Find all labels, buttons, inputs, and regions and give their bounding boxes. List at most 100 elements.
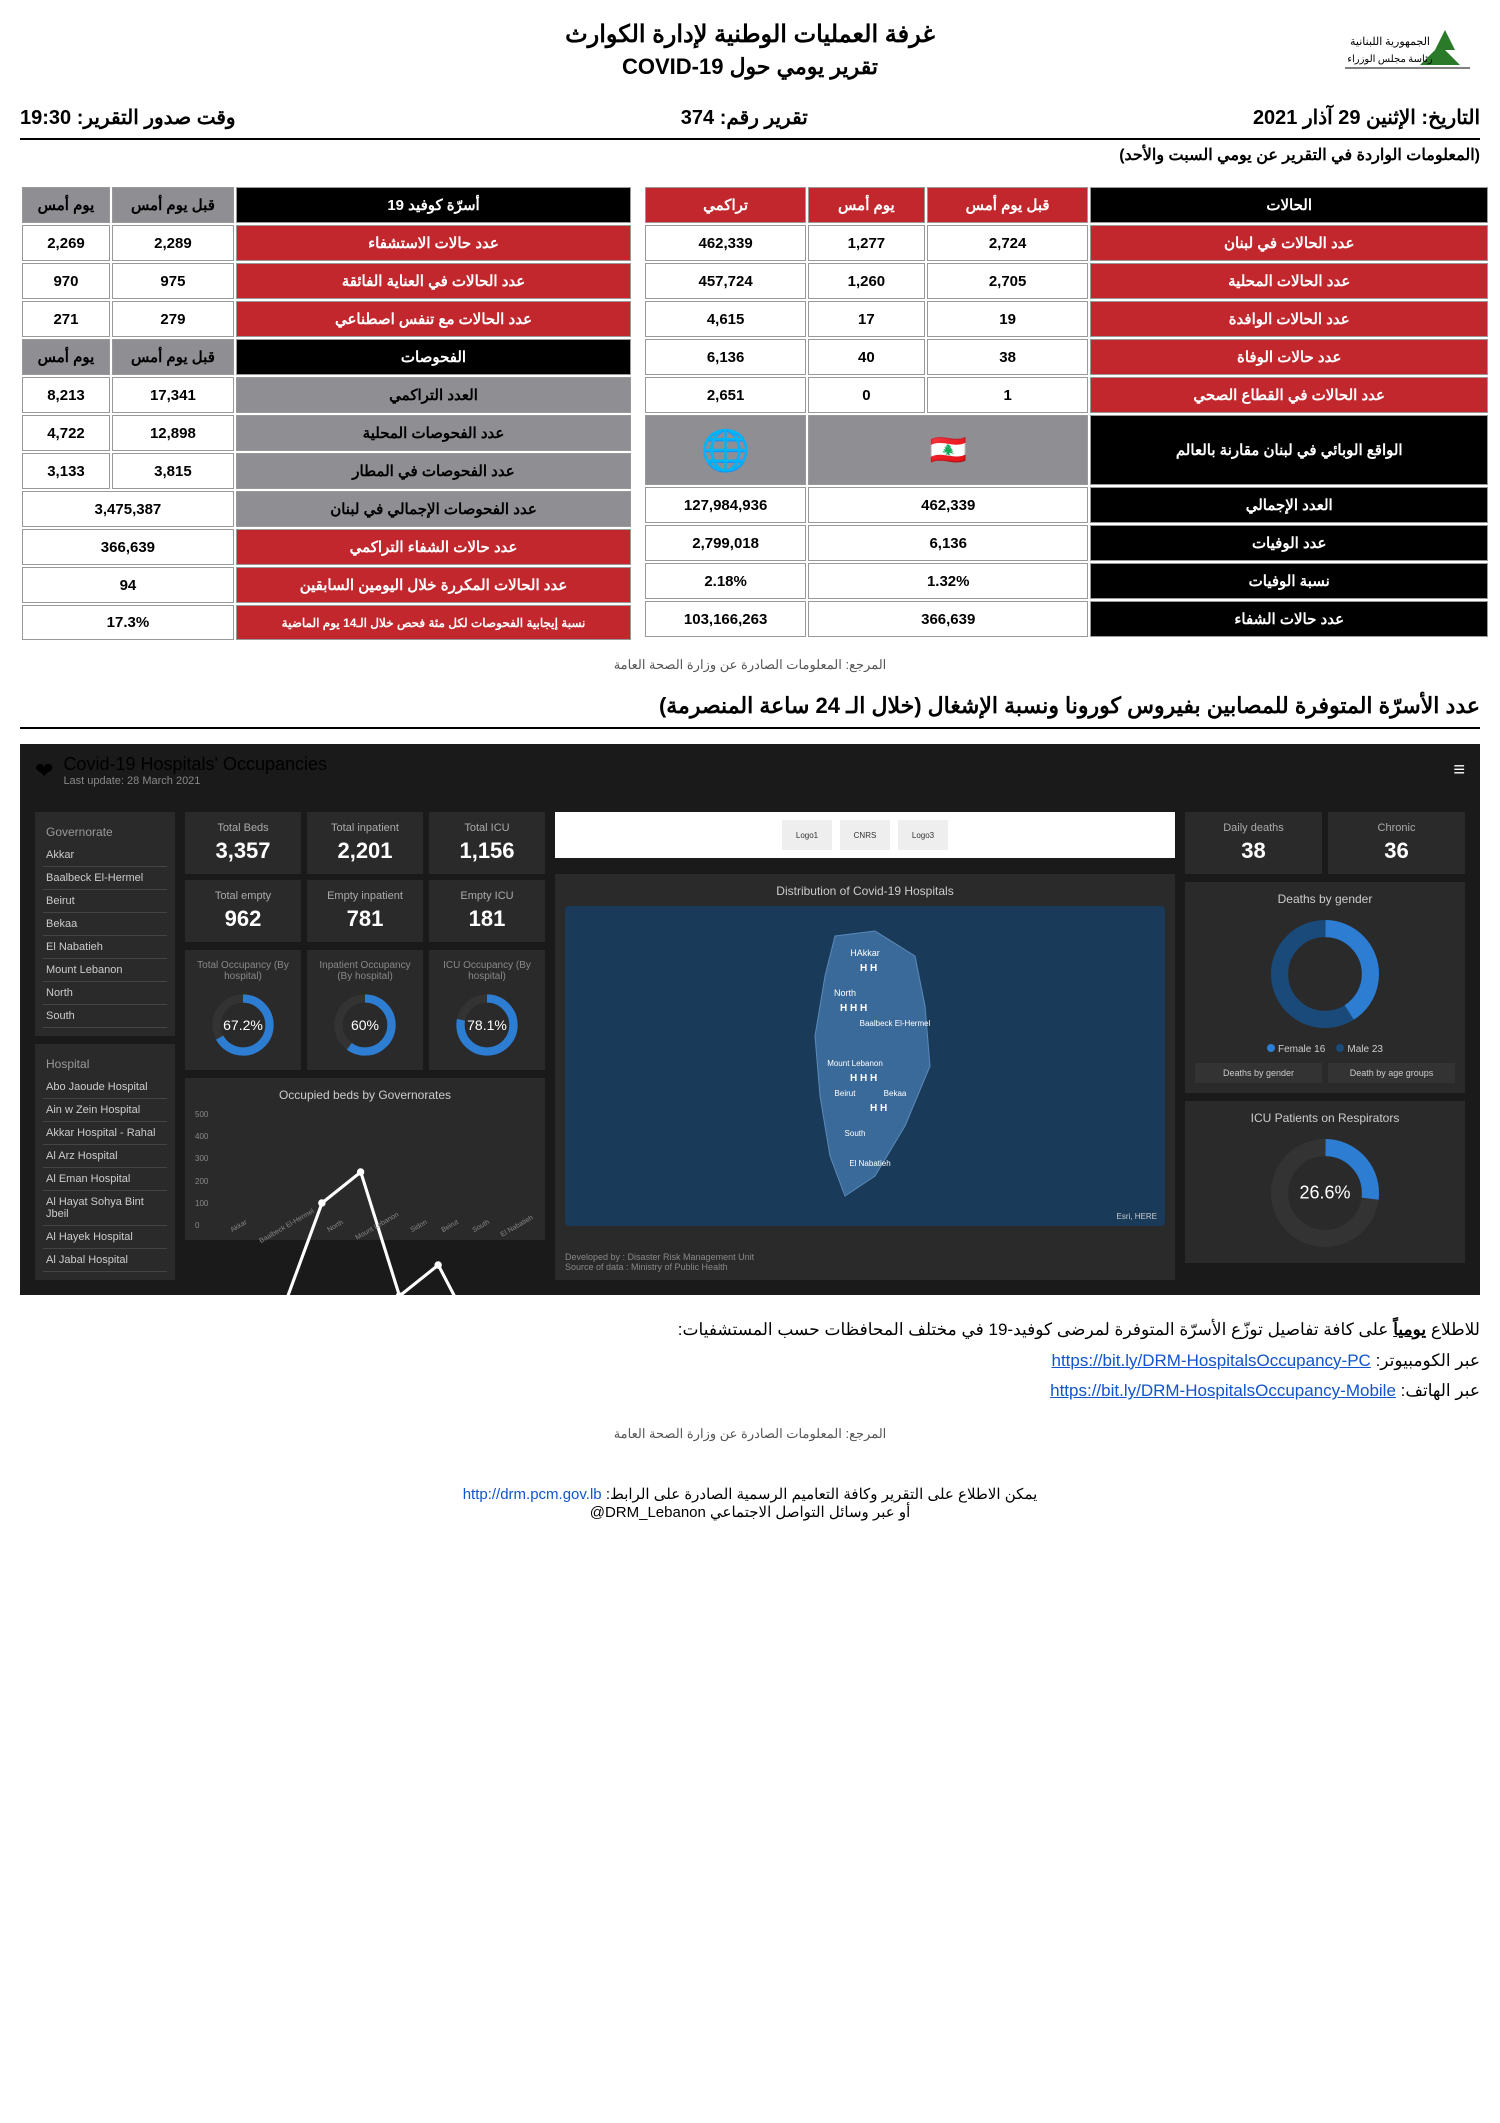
svg-text:Baalbeck El-Hermel: Baalbeck El-Hermel	[860, 1019, 931, 1028]
table-row: 2.18%1.32%نسبة الوفيات	[645, 563, 1488, 599]
svg-text:Beirut: Beirut	[835, 1089, 857, 1098]
report-date: التاريخ: الإثنين 29 آذار 2021	[1253, 105, 1480, 130]
hospital-list: Hospital Abo Jaoude HospitalAin w Zein H…	[35, 1044, 175, 1280]
gauge-card: Total Occupancy (By hospital)67.2%	[185, 950, 301, 1070]
svg-text:H H H: H H H	[850, 1073, 877, 1084]
table-row: 8,21317,341العدد التراكمي	[22, 377, 631, 413]
subnote: (المعلومات الواردة في التقرير عن يومي ال…	[20, 145, 1480, 165]
svg-text:Mount Lebanon: Mount Lebanon	[827, 1059, 883, 1068]
daily-deaths-card: Daily deaths 38	[1185, 812, 1322, 874]
icu-respirators: ICU Patients on Respirators 26.6%	[1185, 1101, 1465, 1263]
globe-icon: 🌐	[645, 415, 806, 485]
table-row: 3,475,387عدد الفحوصات الإجمالي في لبنان	[22, 491, 631, 527]
footer-bottom: يمكن الاطلاع على التقرير وكافة التعاميم …	[20, 1485, 1480, 1521]
hospital-item[interactable]: Al Eman Hospital	[43, 1168, 167, 1191]
gauge-card: Inpatient Occupancy (By hospital)60%	[307, 950, 423, 1070]
stat-card: Total Beds3,357	[185, 812, 301, 874]
svg-text:Bekaa: Bekaa	[884, 1089, 907, 1098]
table-row: 970975عدد الحالات في العناية الفائقة	[22, 263, 631, 299]
table-row: 4,6151719عدد الحالات الوافدة	[645, 301, 1488, 337]
hospital-item[interactable]: Al Hayek Hospital	[43, 1226, 167, 1249]
gauge-row: Total Occupancy (By hospital)67.2%Inpati…	[185, 950, 545, 1070]
gov-item[interactable]: North	[43, 982, 167, 1005]
hospital-item[interactable]: Abo Jaoude Hospital	[43, 1076, 167, 1099]
stat-card: Total empty962	[185, 880, 301, 942]
pc-link[interactable]: https://bit.ly/DRM-HospitalsOccupancy-PC	[1052, 1351, 1371, 1370]
main-site-link[interactable]: http://drm.pcm.gov.lb	[463, 1486, 602, 1503]
compare-header-row: 🌐 🇱🇧 الواقع الوبائي في لبنان مقارنة بالع…	[645, 415, 1488, 485]
gov-item[interactable]: Mount Lebanon	[43, 959, 167, 982]
stat-grid: Total Beds3,357Total inpatient2,201Total…	[185, 812, 545, 942]
svg-text:H H H: H H H	[840, 1003, 867, 1014]
hospital-item[interactable]: Ain w Zein Hospital	[43, 1099, 167, 1122]
dashboard-title: Covid-19 Hospitals' Occupancies	[63, 754, 327, 775]
main-table: تراكمي يوم أمس قبل يوم أمس الحالات 462,3…	[643, 185, 1490, 639]
gov-item[interactable]: El Nabatieh	[43, 936, 167, 959]
gov-item[interactable]: Bekaa	[43, 913, 167, 936]
gov-item[interactable]: South	[43, 1005, 167, 1028]
report-number: تقرير رقم: 374	[681, 105, 808, 130]
hospital-item[interactable]: Al Arz Hospital	[43, 1145, 167, 1168]
governorate-list: Governorate AkkarBaalbeck El-HermelBeiru…	[35, 812, 175, 1036]
lebanon-map[interactable]: HAkkar North Baalbeck El-Hermel Mount Le…	[565, 906, 1165, 1226]
table-row: 4,72212,898عدد الفحوصات المحلية	[22, 415, 631, 451]
table-row: 271279عدد الحالات مع تنفس اصطناعي	[22, 301, 631, 337]
report-time: وقت صدور التقرير: 19:30	[20, 105, 236, 130]
date-row: التاريخ: الإثنين 29 آذار 2021 تقرير رقم:…	[20, 105, 1480, 140]
svg-text:El Nabatieh: El Nabatieh	[849, 1159, 890, 1168]
gov-item[interactable]: Akkar	[43, 844, 167, 867]
table-row: 462,3391,2772,724عدد الحالات في لبنان	[645, 225, 1488, 261]
beds-header: أسرّة كوفيد 19	[236, 187, 631, 223]
deaths-by-gender: Deaths by gender Female 16 Male 23 Dea	[1185, 882, 1465, 1093]
dashboard-last-update: Last update: 28 March 2021	[63, 775, 327, 787]
table-row: 3,1333,815عدد الفحوصات في المطار	[22, 453, 631, 489]
hospital-item[interactable]: Al Hayat Sohya Bint Jbeil	[43, 1191, 167, 1226]
lebanon-icon: 🇱🇧	[808, 415, 1088, 485]
table-row: 94عدد الحالات المكررة خلال اليومين الساب…	[22, 567, 631, 603]
svg-text:H H: H H	[870, 1103, 887, 1114]
gauge-card: ICU Occupancy (By hospital)78.1%	[429, 950, 545, 1070]
chronic-card: Chronic 36	[1328, 812, 1465, 874]
stat-card: Total ICU1,156	[429, 812, 545, 874]
gov-item[interactable]: Baalbeck El-Hermel	[43, 867, 167, 890]
page-header: الجمهورية اللبنانية رئاسة مجلس الوزراء غ…	[20, 20, 1480, 90]
tab-gender[interactable]: Deaths by gender	[1195, 1063, 1322, 1083]
gov-logo: الجمهورية اللبنانية رئاسة مجلس الوزراء	[1340, 20, 1480, 90]
stat-card: Total inpatient2,201	[307, 812, 423, 874]
col-yesterday: يوم أمس	[22, 187, 110, 223]
svg-text:H H: H H	[860, 963, 877, 974]
section-title: عدد الأسرّة المتوفرة للمصابين بفيروس كور…	[20, 693, 1480, 729]
menu-icon[interactable]: ≡	[1453, 759, 1465, 782]
svg-text:North: North	[834, 988, 856, 998]
hospital-item[interactable]: Akkar Hospital - Rahal	[43, 1122, 167, 1145]
heart-icon: ❤	[35, 758, 53, 784]
partner-logos: Logo1 CNRS Logo3	[555, 812, 1175, 858]
table-row: 17.3%نسبة إيجابية الفحوصات لكل مئة فحص خ…	[22, 605, 631, 640]
table-row: 2,2692,289عدد حالات الاستشفاء	[22, 225, 631, 261]
stat-card: Empty inpatient781	[307, 880, 423, 942]
header-title-1: غرفة العمليات الوطنية لإدارة الكوارث	[160, 20, 1340, 49]
map-card[interactable]: Distribution of Covid-19 Hospitals HAkka…	[555, 874, 1175, 1280]
tests-header: الفحوصات	[236, 339, 631, 375]
source-note: المرجع: المعلومات الصادرة عن وزارة الصحة…	[20, 657, 1480, 673]
table-row: 103,166,263366,639عدد حالات الشفاء	[645, 601, 1488, 637]
side-table: يوم أمس قبل يوم أمس أسرّة كوفيد 19 2,269…	[20, 185, 633, 642]
bar-chart-card: Occupied beds by Governorates 5004003002…	[185, 1078, 545, 1240]
svg-text:HAkkar: HAkkar	[850, 948, 880, 958]
svg-text:الجمهورية اللبنانية: الجمهورية اللبنانية	[1350, 36, 1430, 48]
col-before-yesterday: قبل يوم أمس	[112, 187, 234, 223]
table-row: 6,1364038عدد حالات الوفاة	[645, 339, 1488, 375]
hospital-item[interactable]: Al Jabal Hospital	[43, 1249, 167, 1272]
table-row: 2,799,0186,136عدد الوفيات	[645, 525, 1488, 561]
dashboard-wrapper: ❤ Covid-19 Hospitals' Occupancies Last u…	[20, 744, 1480, 1295]
stat-card: Empty ICU181	[429, 880, 545, 942]
svg-text:South: South	[845, 1129, 866, 1138]
svg-text:رئاسة مجلس الوزراء: رئاسة مجلس الوزراء	[1347, 54, 1433, 65]
mobile-link[interactable]: https://bit.ly/DRM-HospitalsOccupancy-Mo…	[1050, 1381, 1396, 1400]
gov-item[interactable]: Beirut	[43, 890, 167, 913]
table-row: 2,65101عدد الحالات في القطاع الصحي	[645, 377, 1488, 413]
tab-age[interactable]: Death by age groups	[1328, 1063, 1455, 1083]
table-row: 366,639عدد حالات الشفاء التراكمي	[22, 529, 631, 565]
header-title-2: تقرير يومي حول COVID-19	[160, 54, 1340, 80]
table-row: 457,7241,2602,705عدد الحالات المحلية	[645, 263, 1488, 299]
